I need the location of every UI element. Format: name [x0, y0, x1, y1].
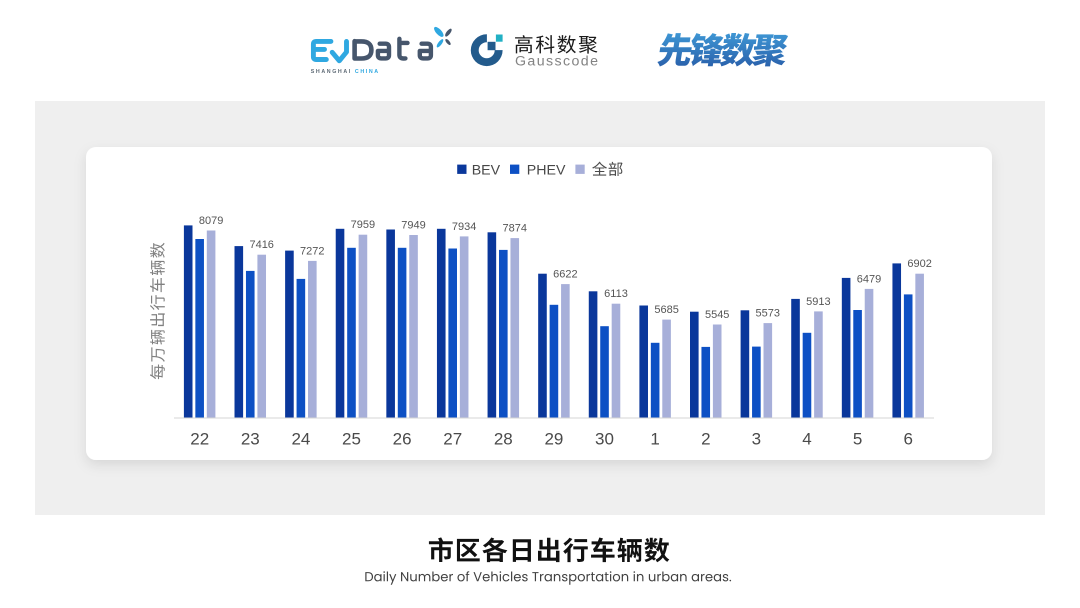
svg-text:30: 30: [595, 430, 614, 449]
svg-text:29: 29: [544, 430, 563, 449]
svg-text:5685: 5685: [654, 304, 678, 316]
svg-text:7416: 7416: [249, 239, 273, 251]
svg-text:PHEV: PHEV: [527, 162, 566, 178]
svg-text:3: 3: [752, 430, 761, 449]
svg-text:6902: 6902: [907, 258, 931, 270]
svg-text:2: 2: [701, 430, 710, 449]
svg-text:24: 24: [291, 430, 310, 449]
svg-text:22: 22: [190, 430, 209, 449]
svg-text:6113: 6113: [604, 288, 628, 300]
svg-text:SHANGHAI CHINA: SHANGHAI CHINA: [311, 69, 380, 75]
svg-text:6622: 6622: [553, 269, 577, 281]
svg-text:25: 25: [342, 430, 361, 449]
svg-text:4: 4: [802, 430, 811, 449]
svg-text:27: 27: [443, 430, 462, 449]
svg-text:8079: 8079: [199, 215, 223, 227]
svg-text:7272: 7272: [300, 245, 324, 257]
svg-text:7959: 7959: [351, 219, 375, 231]
svg-text:5: 5: [853, 430, 862, 449]
svg-text:7874: 7874: [503, 223, 527, 235]
svg-text:26: 26: [393, 430, 412, 449]
svg-text:7934: 7934: [452, 221, 476, 233]
svg-text:28: 28: [494, 430, 513, 449]
svg-text:6479: 6479: [857, 273, 881, 285]
svg-text:6: 6: [903, 430, 912, 449]
svg-text:BEV: BEV: [472, 162, 501, 178]
svg-text:5913: 5913: [806, 296, 830, 308]
svg-text:Gausscode: Gausscode: [515, 54, 599, 70]
svg-text:23: 23: [241, 430, 260, 449]
svg-text:1: 1: [650, 430, 659, 449]
svg-text:7949: 7949: [401, 220, 425, 232]
svg-text:5545: 5545: [705, 309, 729, 321]
svg-text:5573: 5573: [756, 308, 780, 320]
